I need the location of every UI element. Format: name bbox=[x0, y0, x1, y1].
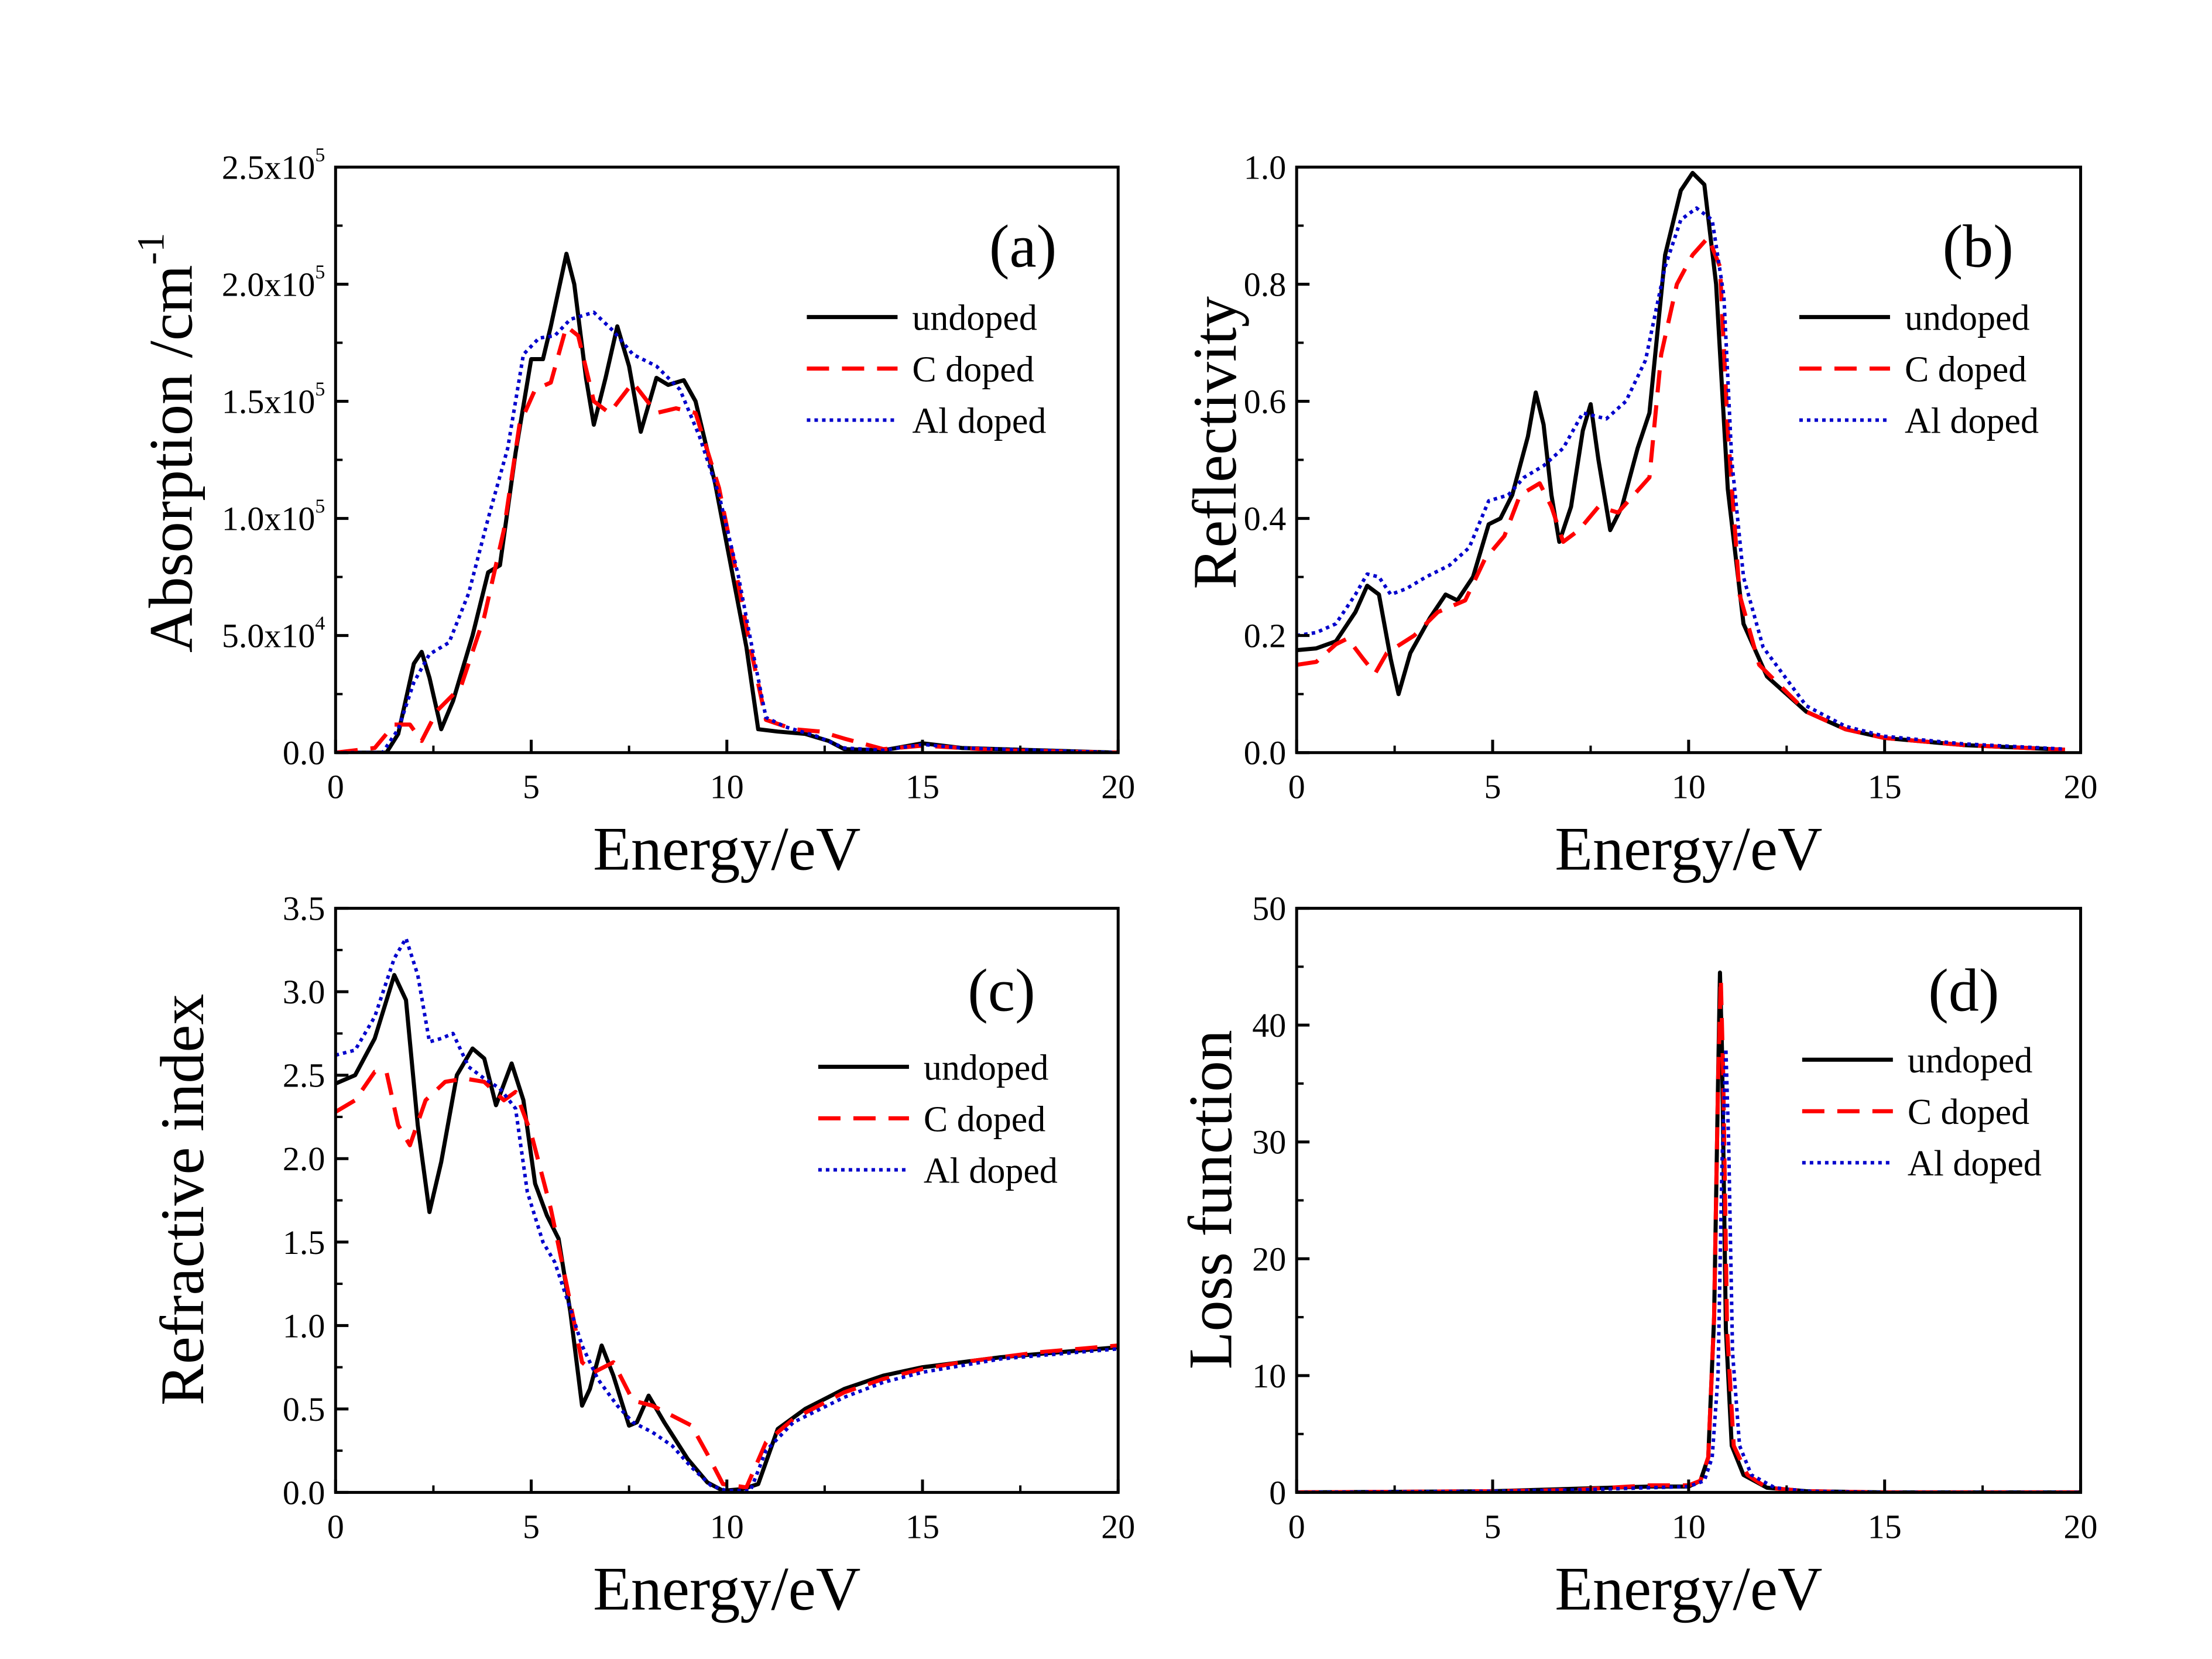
y-tick-label: 1.0 bbox=[283, 1307, 325, 1345]
y-tick-label: 0.6 bbox=[1244, 383, 1287, 421]
x-tick-label: 20 bbox=[1101, 1507, 1135, 1545]
legend-label-al-doped: Al doped bbox=[912, 402, 1046, 441]
x-tick-label: 10 bbox=[710, 768, 744, 806]
series-line-al-doped bbox=[335, 310, 1119, 753]
y-tick-label: 1.5x105 bbox=[222, 379, 325, 421]
panel-label: (d) bbox=[1928, 957, 1999, 1024]
legend-label-al-doped: Al doped bbox=[924, 1151, 1058, 1191]
x-tick-label: 5 bbox=[523, 768, 540, 806]
legend-label-undoped: undoped bbox=[924, 1048, 1049, 1088]
y-tick-label: 0.0 bbox=[283, 1473, 325, 1511]
x-tick-label: 20 bbox=[1101, 768, 1135, 806]
x-tick-label: 20 bbox=[2064, 1507, 2098, 1545]
chart-panel-1: 0 5 10 15 20 0.0 0.2 0.4 0.6 0.8 1.0 Energy/eV Refle… bbox=[1181, 148, 2098, 883]
y-tick-label: 0.4 bbox=[1244, 500, 1287, 538]
series-line-c-doped bbox=[1297, 235, 2065, 752]
x-tick-label: 10 bbox=[710, 1507, 744, 1545]
series-line-al-doped bbox=[1297, 206, 2065, 751]
y-tick-label: 2.0 bbox=[283, 1140, 325, 1178]
y-tick-label: 20 bbox=[1252, 1240, 1286, 1278]
series-line-c-doped bbox=[335, 1070, 1119, 1490]
y-tick-label: 3.0 bbox=[283, 973, 325, 1011]
legend-label-c-doped: C doped bbox=[912, 350, 1034, 390]
y-tick-label: 0.2 bbox=[1244, 617, 1287, 655]
panel-label: (b) bbox=[1943, 213, 2014, 280]
y-tick-label: 5.0x104 bbox=[222, 613, 325, 655]
chart-panel-3: 0 5 10 15 20 0 10 20 30 40 50 Energy/eV Loss functio… bbox=[1177, 890, 2098, 1623]
y-tick-label: 1.5 bbox=[283, 1223, 325, 1262]
x-tick-label: 5 bbox=[1484, 768, 1501, 806]
x-axis-title: Energy/eV bbox=[1555, 815, 1822, 883]
y-tick-label: 1.0 bbox=[1244, 148, 1287, 186]
y-tick-label: 10 bbox=[1252, 1357, 1286, 1395]
series-line-al-doped bbox=[1297, 1047, 2081, 1493]
x-tick-label: 5 bbox=[523, 1507, 540, 1545]
x-tick-label: 15 bbox=[906, 1507, 939, 1545]
y-tick-label: 0.0 bbox=[283, 734, 325, 772]
x-tick-label: 10 bbox=[1672, 768, 1706, 806]
y-tick-label: 3.5 bbox=[283, 890, 325, 928]
legend-label-undoped: undoped bbox=[912, 299, 1037, 338]
legend-label-al-doped: Al doped bbox=[1905, 402, 2039, 441]
x-tick-label: 15 bbox=[1868, 768, 1902, 806]
legend-label-undoped: undoped bbox=[1908, 1041, 2033, 1081]
x-tick-label: 15 bbox=[906, 768, 939, 806]
y-axis-title: Reflectivity bbox=[1181, 296, 1249, 589]
y-tick-label: 2.5 bbox=[283, 1057, 325, 1095]
legend-label-undoped: undoped bbox=[1905, 299, 2030, 338]
panel-label: (a) bbox=[989, 213, 1057, 280]
x-tick-label: 0 bbox=[1288, 768, 1305, 806]
y-axis-title: Loss function bbox=[1177, 1030, 1245, 1369]
chart-panel-2: 0 5 10 15 20 0.0 0.5 1.0 1.5 2.0 2.5 3.0 3.5 Energy/e… bbox=[148, 890, 1135, 1623]
y-axis-title: Absorption /cm-1 bbox=[130, 233, 205, 653]
x-tick-label: 10 bbox=[1672, 1507, 1706, 1545]
x-axis-title: Energy/eV bbox=[1555, 1554, 1822, 1623]
chart-panel-0: 0 5 10 15 20 0.0 5.0x104 1.0x105 1.5x105 2.0x105 2… bbox=[130, 144, 1136, 883]
y-tick-label: 40 bbox=[1252, 1006, 1286, 1044]
x-tick-label: 20 bbox=[2064, 768, 2098, 806]
x-axis-title: Energy/eV bbox=[593, 1554, 860, 1623]
y-tick-label: 0.5 bbox=[283, 1390, 325, 1428]
legend-label-al-doped: Al doped bbox=[1908, 1144, 2042, 1184]
x-tick-label: 0 bbox=[327, 1507, 344, 1545]
y-axis-title: Refractive index bbox=[148, 994, 217, 1406]
y-tick-label: 50 bbox=[1252, 890, 1286, 928]
y-tick-label: 2.0x105 bbox=[222, 261, 325, 303]
y-tick-label: 0.0 bbox=[1244, 734, 1287, 772]
legend-label-c-doped: C doped bbox=[1905, 350, 2026, 390]
x-tick-label: 0 bbox=[327, 768, 344, 806]
panel-label: (c) bbox=[968, 957, 1035, 1024]
series-line-undoped bbox=[335, 973, 1119, 1493]
x-axis-title: Energy/eV bbox=[593, 815, 860, 883]
y-tick-label: 30 bbox=[1252, 1123, 1286, 1161]
x-tick-label: 15 bbox=[1868, 1507, 1902, 1545]
y-tick-label: 0 bbox=[1269, 1473, 1286, 1511]
y-tick-label: 2.5x105 bbox=[222, 144, 325, 186]
y-tick-label: 0.8 bbox=[1244, 265, 1287, 303]
series-line-undoped bbox=[1297, 170, 2065, 752]
legend-label-c-doped: C doped bbox=[924, 1099, 1045, 1139]
y-tick-label: 1.0x105 bbox=[222, 496, 325, 538]
legend-label-c-doped: C doped bbox=[1908, 1092, 2029, 1132]
x-tick-label: 5 bbox=[1484, 1507, 1501, 1545]
x-tick-label: 0 bbox=[1288, 1507, 1305, 1545]
